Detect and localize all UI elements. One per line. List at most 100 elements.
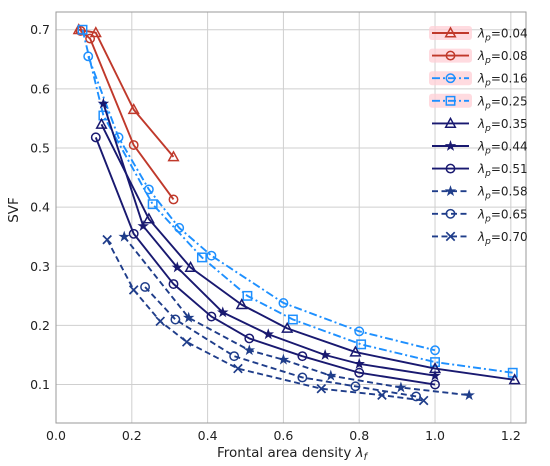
data-point	[233, 363, 243, 374]
legend-label-subscript: p	[484, 192, 491, 202]
legend-swatch-marker	[445, 50, 456, 61]
data-point	[184, 260, 197, 273]
series-line	[87, 56, 436, 352]
data-point	[242, 290, 253, 301]
data-point	[325, 369, 337, 381]
x-tick-label: 0.4	[198, 428, 218, 443]
data-point	[168, 194, 179, 205]
series-line	[144, 286, 417, 398]
x-axis-title-text: Frontal area density	[217, 445, 356, 461]
legend: λp=0.04λp=0.08λp=0.16λp=0.25λp=0.35λp=0.…	[429, 26, 528, 247]
series-line	[80, 30, 175, 201]
legend-label: λp=0.16	[477, 72, 528, 89]
data-point	[354, 367, 365, 378]
legend-entry-6: λp=0.51	[432, 162, 528, 179]
axes: 0.0 0.2 0.4 0.6 0.8 1.0 1.2 0.1 0.2 0.3 0.4 0.5 0.6 0…	[30, 11, 527, 443]
legend-label-subscript: p	[484, 237, 491, 247]
x-tick-label: 0.8	[349, 428, 369, 443]
legend-label-subscript: p	[484, 214, 491, 224]
legend-label-subscript: p	[484, 147, 491, 157]
plot-frame	[55, 11, 527, 424]
legend-swatch-marker	[445, 163, 456, 174]
x-axis-title: Frontal area density λf	[217, 445, 369, 463]
legend-label: λp=0.51	[477, 162, 528, 179]
legend-label-value: =0.04	[491, 27, 528, 41]
data-point	[155, 316, 166, 327]
legend-entry-5: λp=0.44	[432, 140, 528, 157]
data-point	[243, 344, 256, 356]
series-9	[102, 234, 429, 406]
y-tick-label: 0.4	[30, 200, 50, 215]
series-line	[102, 103, 436, 377]
data-point	[217, 306, 229, 318]
data-point	[281, 321, 294, 333]
data-point	[319, 348, 331, 360]
series-7	[118, 230, 475, 401]
legend-swatch-marker	[445, 73, 456, 84]
legend-swatch-marker	[444, 139, 457, 151]
legend-entry-3: λp=0.25	[429, 93, 528, 111]
series-5	[97, 97, 441, 381]
legend-label-subscript: p	[484, 169, 491, 179]
legend-label: λp=0.44	[477, 140, 528, 157]
data-point	[127, 103, 140, 115]
legend-entry-0: λp=0.04	[429, 26, 528, 44]
series-3	[77, 24, 518, 378]
legend-swatch-marker	[444, 185, 457, 197]
legend-entry-4: λp=0.35	[432, 116, 528, 134]
legend-label-symbol: λ	[477, 27, 485, 41]
data-point	[429, 369, 441, 381]
legend-swatch-marker	[444, 26, 457, 38]
legend-entry-9: λp=0.70	[432, 230, 528, 247]
legend-entry-2: λp=0.16	[429, 71, 528, 89]
data-point	[353, 357, 365, 369]
series-6	[90, 132, 440, 390]
legend-label: λp=0.58	[477, 185, 528, 202]
legend-label: λp=0.65	[477, 207, 528, 224]
data-point	[171, 261, 184, 273]
data-point	[75, 25, 86, 36]
data-point	[430, 345, 440, 356]
data-point	[395, 381, 407, 393]
series-layer	[72, 23, 521, 406]
legend-swatch-marker	[445, 95, 456, 106]
legend-label-value: =0.58	[491, 185, 528, 199]
data-point	[287, 314, 298, 325]
legend-label: λp=0.35	[477, 117, 528, 134]
data-point	[277, 353, 290, 365]
data-point	[77, 24, 88, 35]
legend-label-subscript: p	[484, 56, 491, 66]
y-tick-label: 0.3	[30, 259, 50, 274]
y-tick-label: 0.1	[30, 377, 50, 392]
data-point	[181, 337, 192, 347]
series-line	[81, 29, 513, 374]
legend-label-value: =0.25	[491, 94, 528, 108]
data-point	[316, 383, 327, 394]
data-point	[350, 381, 361, 392]
y-axis-title: SVF	[6, 197, 22, 223]
legend-label-value: =0.65	[491, 207, 528, 221]
y-tick-label: 0.7	[30, 22, 50, 37]
data-point	[297, 351, 308, 362]
legend-swatch-marker	[445, 231, 456, 242]
series-line	[106, 239, 424, 402]
data-point	[168, 279, 179, 289]
series-8	[140, 282, 422, 402]
data-point	[297, 372, 308, 383]
y-tick-label: 0.6	[30, 81, 50, 96]
x-tick-label: 0.2	[122, 428, 142, 443]
data-point	[463, 389, 475, 401]
legend-label-subscript: p	[484, 34, 491, 44]
legend-label-symbol: λ	[477, 49, 485, 63]
data-point	[356, 339, 367, 350]
x-tick-label: 1.0	[425, 428, 445, 443]
series-1	[75, 25, 179, 205]
data-point	[354, 326, 365, 337]
data-point	[128, 228, 139, 239]
data-point	[128, 140, 139, 151]
data-point	[349, 345, 362, 357]
y-tick-label: 0.5	[30, 141, 50, 156]
data-point	[167, 150, 180, 162]
data-point	[140, 282, 151, 292]
